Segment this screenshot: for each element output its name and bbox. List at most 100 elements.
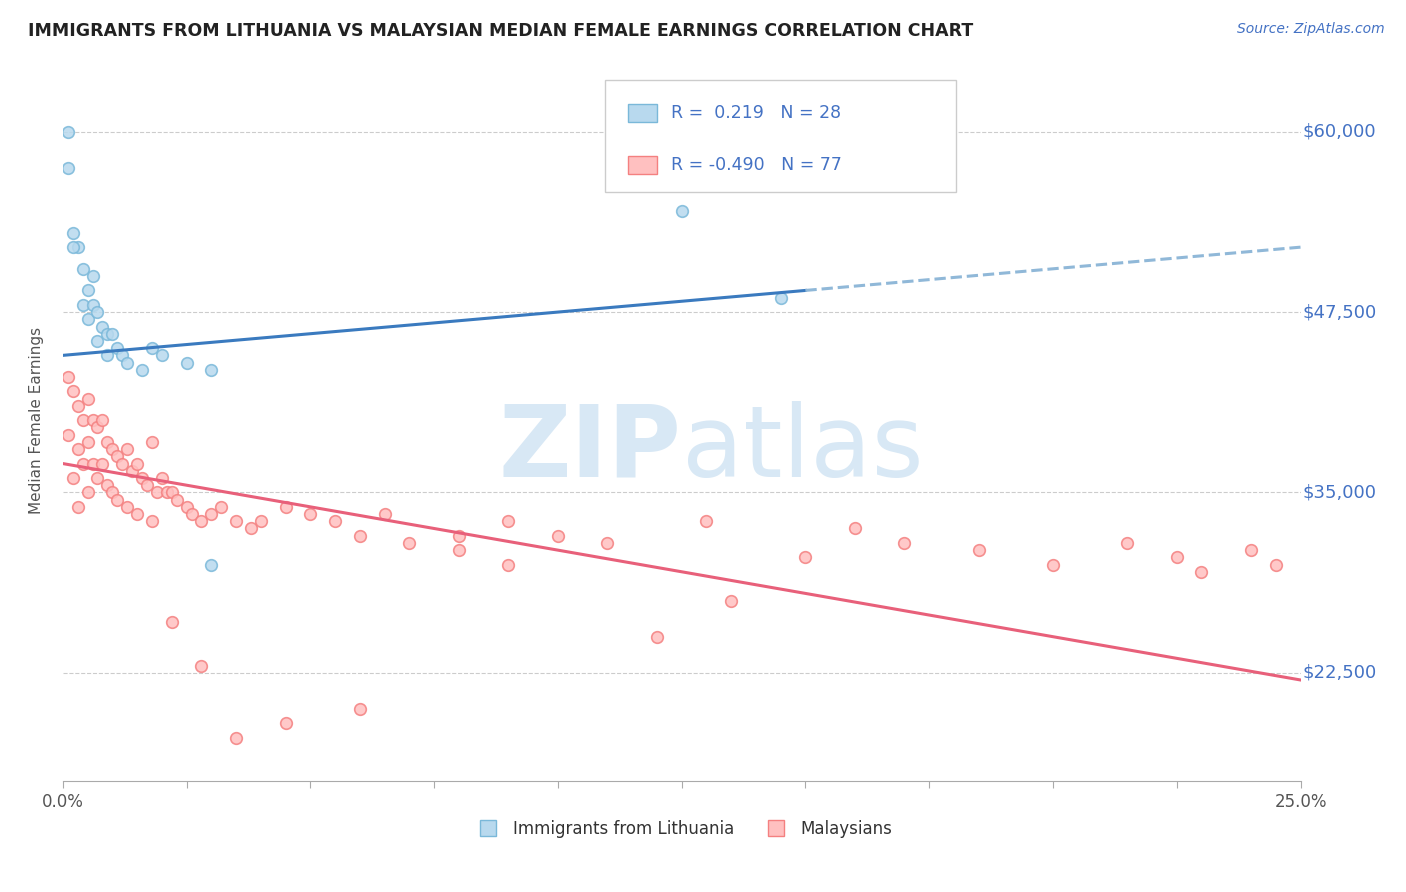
Point [131, 363, 153, 377]
Point [190, 514, 212, 528]
Point [72, 457, 94, 471]
Text: atlas: atlas [682, 401, 924, 498]
Text: $60,000: $60,000 [1303, 123, 1376, 141]
Point [671, 204, 693, 219]
Point [56, 161, 79, 175]
Point [160, 615, 183, 630]
Point [62, 240, 84, 254]
Point [91, 319, 114, 334]
Point [498, 558, 520, 572]
Point [91, 413, 114, 427]
Point [150, 471, 173, 485]
Point [239, 521, 262, 535]
Point [274, 716, 297, 731]
Text: IMMIGRANTS FROM LITHUANIA VS MALAYSIAN MEDIAN FEMALE EARNINGS CORRELATION CHART: IMMIGRANTS FROM LITHUANIA VS MALAYSIAN M… [28, 22, 973, 40]
Y-axis label: Median Female Earnings: Median Female Earnings [30, 326, 44, 514]
Point [190, 658, 212, 673]
Point [86, 305, 108, 319]
Point [547, 529, 569, 543]
Point [111, 348, 134, 362]
Point [794, 550, 817, 565]
Point [56, 370, 79, 384]
Point [86, 420, 108, 434]
Point [76, 284, 98, 298]
Point [82, 457, 104, 471]
Point [176, 500, 198, 514]
Text: $22,500: $22,500 [1303, 664, 1378, 681]
Point [125, 457, 148, 471]
Point [200, 507, 222, 521]
Point [250, 514, 273, 528]
Point [323, 514, 346, 528]
Point [72, 298, 94, 312]
Point [200, 558, 222, 572]
Point [131, 471, 153, 485]
Point [101, 326, 124, 341]
Text: ZIP: ZIP [499, 401, 682, 498]
Point [769, 291, 792, 305]
Point [101, 485, 124, 500]
Point [150, 348, 173, 362]
Point [349, 529, 371, 543]
Point [76, 485, 98, 500]
Point [645, 630, 668, 644]
Point [96, 326, 118, 341]
Point [225, 514, 247, 528]
Point [398, 536, 420, 550]
Point [115, 355, 138, 369]
Point [1191, 565, 1213, 579]
Point [101, 442, 124, 457]
Point [66, 442, 89, 457]
Point [82, 298, 104, 312]
Point [1264, 558, 1286, 572]
Point [66, 399, 89, 413]
Point [209, 500, 232, 514]
Point [160, 485, 183, 500]
Point [695, 514, 717, 528]
Point [96, 434, 118, 449]
Point [111, 457, 134, 471]
Point [299, 507, 322, 521]
Point [225, 731, 247, 745]
Point [136, 478, 159, 492]
Point [62, 226, 84, 240]
Point [720, 593, 742, 607]
Point [56, 427, 79, 442]
Point [374, 507, 396, 521]
Point [96, 478, 118, 492]
Point [115, 500, 138, 514]
Point [349, 702, 371, 716]
Point [91, 457, 114, 471]
Point [105, 450, 128, 464]
Point [82, 268, 104, 283]
Point [844, 521, 866, 535]
Point [156, 485, 179, 500]
Point [56, 125, 79, 139]
Point [105, 341, 128, 355]
Point [105, 492, 128, 507]
Text: R = -0.490   N = 77: R = -0.490 N = 77 [671, 156, 842, 174]
Point [66, 500, 89, 514]
Point [76, 434, 98, 449]
Text: R =  0.219   N = 28: R = 0.219 N = 28 [671, 104, 841, 122]
Point [125, 507, 148, 521]
Point [141, 434, 163, 449]
Point [86, 471, 108, 485]
Point [141, 514, 163, 528]
Point [166, 492, 188, 507]
Point [1166, 550, 1188, 565]
Text: $35,000: $35,000 [1303, 483, 1376, 501]
Point [121, 464, 143, 478]
Point [200, 363, 222, 377]
Point [1042, 558, 1064, 572]
Point [146, 485, 169, 500]
Point [96, 348, 118, 362]
Point [72, 413, 94, 427]
Point [82, 413, 104, 427]
Point [176, 355, 198, 369]
Legend: Immigrants from Lithuania, Malaysians: Immigrants from Lithuania, Malaysians [464, 814, 898, 845]
Point [447, 543, 470, 558]
Point [274, 500, 297, 514]
Point [967, 543, 990, 558]
Point [76, 392, 98, 406]
